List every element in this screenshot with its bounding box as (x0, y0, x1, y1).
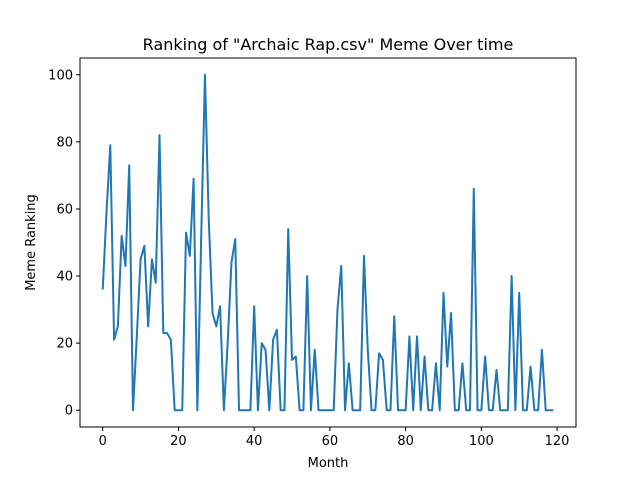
chart-title: Ranking of "Archaic Rap.csv" Meme Over t… (143, 35, 514, 54)
x-tick-label: 100 (469, 434, 494, 449)
x-tick-label: 0 (99, 434, 107, 449)
x-tick-label: 40 (246, 434, 263, 449)
x-tick-label: 60 (322, 434, 339, 449)
y-tick-label: 0 (65, 404, 73, 419)
y-axis-label: Meme Ranking (24, 194, 39, 291)
plot-frame (79, 57, 577, 428)
y-tick-label: 40 (56, 270, 73, 285)
y-tick-label: 20 (56, 337, 73, 352)
y-tick-label: 80 (56, 135, 73, 150)
series-layer (101, 73, 554, 412)
plot-area (79, 57, 577, 428)
x-tick-label: 120 (545, 434, 570, 449)
series-line-0 (101, 73, 554, 412)
y-tick-label: 100 (48, 68, 73, 83)
y-tick-label: 60 (56, 202, 73, 217)
x-axis-label: Month (308, 456, 349, 471)
x-axis-ticks: 0 20 40 60 80 100 120 (99, 427, 570, 449)
x-tick-label: 80 (397, 434, 414, 449)
y-axis-ticks: 0 20 40 60 80 100 (48, 68, 80, 419)
x-tick-label: 20 (170, 434, 187, 449)
